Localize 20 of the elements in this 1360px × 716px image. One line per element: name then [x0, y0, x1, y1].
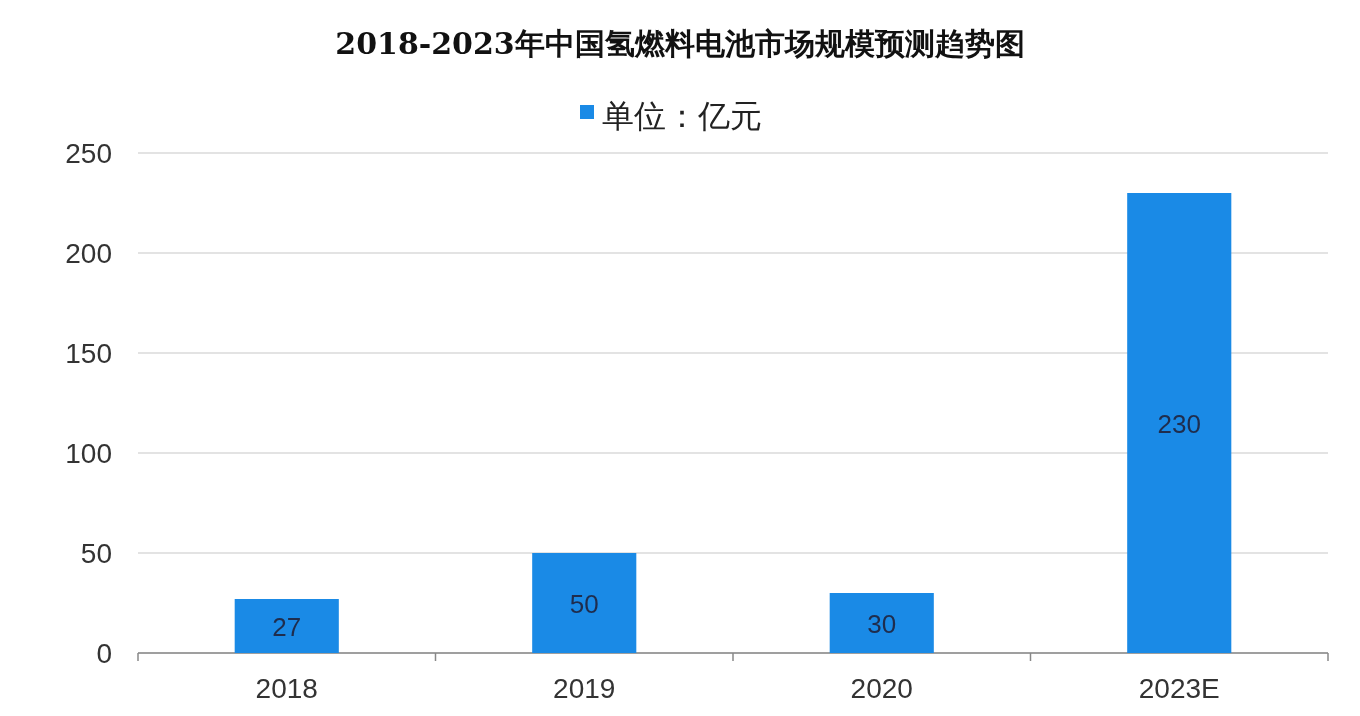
legend-label: 单位：亿元 — [602, 98, 762, 134]
y-tick-label: 100 — [65, 438, 112, 469]
y-tick-label: 200 — [65, 238, 112, 269]
x-tick-label: 2018 — [255, 673, 318, 704]
y-tick-label: 250 — [65, 138, 112, 169]
y-tick-label: 150 — [65, 338, 112, 369]
data-label: 50 — [569, 589, 599, 619]
x-tick-label: 2023E — [1138, 673, 1220, 704]
bar — [532, 553, 637, 653]
y-tick-label: 0 — [96, 638, 112, 669]
bar — [1127, 193, 1232, 653]
bar — [829, 593, 934, 653]
bar — [234, 599, 339, 653]
x-tick-label: 2019 — [553, 673, 616, 704]
data-label: 27 — [272, 612, 302, 642]
chart-title: 2018-2023年中国氢燃料电池市场规模预测趋势图 — [335, 26, 1025, 61]
data-label: 230 — [1157, 409, 1201, 439]
x-tick-label: 2020 — [850, 673, 913, 704]
data-label: 30 — [867, 609, 897, 639]
y-tick-label: 50 — [80, 538, 112, 569]
